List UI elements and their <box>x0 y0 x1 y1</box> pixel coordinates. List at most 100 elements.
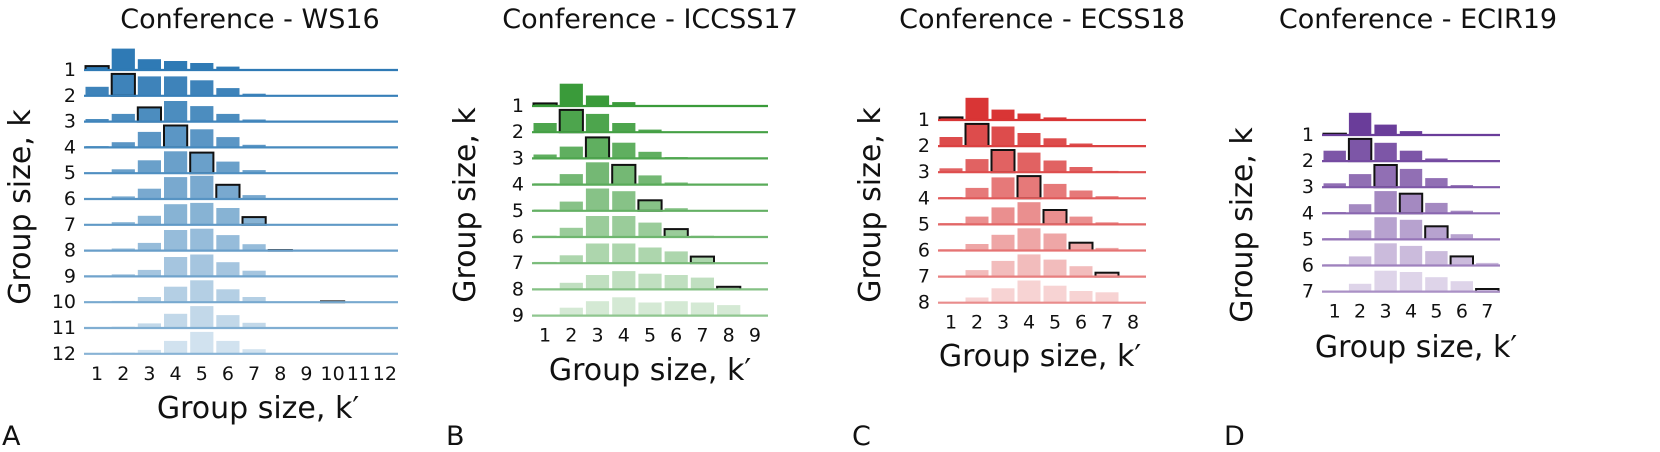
bar <box>164 230 188 251</box>
bar <box>164 177 188 199</box>
bar <box>1043 233 1067 251</box>
bar <box>1374 243 1397 266</box>
bar <box>612 216 636 237</box>
bar <box>137 76 161 96</box>
bar <box>612 102 636 106</box>
bar <box>991 234 1015 251</box>
bar-diagonal <box>637 199 663 212</box>
bar <box>1348 283 1372 292</box>
bar-diagonal <box>215 183 241 201</box>
bar <box>638 302 662 316</box>
bar-diagonal <box>663 228 689 239</box>
bar <box>137 323 161 328</box>
bar <box>1323 183 1346 188</box>
bar <box>242 144 266 148</box>
bar <box>1095 247 1119 251</box>
y-tick-label: 7 <box>512 252 524 274</box>
bar <box>1425 202 1448 214</box>
bar <box>216 289 240 303</box>
bar <box>242 297 266 303</box>
bar <box>164 340 188 354</box>
bar <box>85 119 109 122</box>
panel-title: Conference - WS16 <box>120 4 379 35</box>
x-tick-label: 1 <box>945 312 957 334</box>
bar-diagonal <box>1449 255 1474 267</box>
x-tick-label: 4 <box>1405 301 1417 323</box>
bar <box>190 106 214 122</box>
bar <box>85 86 109 96</box>
bar <box>585 243 610 264</box>
bar <box>216 137 240 148</box>
bar <box>1069 291 1093 303</box>
y-axis-label: Group size, k <box>1225 127 1260 323</box>
bar <box>190 175 214 199</box>
bar <box>242 244 266 251</box>
x-tick-label: 6 <box>1456 301 1468 323</box>
bar <box>939 168 963 173</box>
bar-diagonal <box>584 136 611 160</box>
bar <box>664 251 688 264</box>
bar <box>216 66 240 70</box>
x-tick-label: 6 <box>670 325 682 347</box>
bar <box>717 305 741 316</box>
bar <box>1348 174 1372 188</box>
y-tick-label: 2 <box>64 85 76 107</box>
x-tick-label: 8 <box>1127 312 1139 334</box>
bar <box>1017 254 1041 277</box>
x-tick-label: 5 <box>1049 312 1061 334</box>
bar <box>1043 259 1067 277</box>
bar <box>559 146 583 159</box>
bar <box>965 297 989 303</box>
bar <box>1374 142 1397 162</box>
x-axis-label: Group size, k′ <box>1315 330 1517 365</box>
bar <box>965 159 989 173</box>
x-tick-label: 11 <box>347 363 371 385</box>
y-tick-label: 6 <box>1302 255 1314 277</box>
bar <box>638 247 662 264</box>
bar <box>965 187 989 199</box>
bar <box>164 151 188 174</box>
bar <box>612 243 636 264</box>
bar <box>559 83 583 106</box>
x-tick-label: 7 <box>696 325 708 347</box>
bar <box>1069 143 1093 147</box>
panel-a: Conference - WS16 A Group size, k′ Group… <box>2 4 398 452</box>
bar <box>164 204 188 225</box>
x-tick-label: 8 <box>723 325 735 347</box>
panel-c: Conference - ECSS18 C Group size, k′ Gro… <box>852 4 1185 452</box>
bar <box>1069 216 1093 225</box>
bar <box>164 313 188 328</box>
bar <box>216 262 240 277</box>
bar <box>1348 230 1372 240</box>
bar <box>1348 256 1372 266</box>
bar <box>533 123 557 133</box>
bar-diagonal <box>964 122 990 148</box>
y-tick-label: 7 <box>1302 281 1314 303</box>
bar <box>559 201 583 211</box>
bar <box>111 196 135 199</box>
bar <box>559 174 583 185</box>
bar <box>1399 219 1423 240</box>
bar <box>1348 204 1372 214</box>
bar <box>190 254 214 277</box>
bar <box>612 271 636 290</box>
y-axis-label: Group size, k <box>448 107 483 303</box>
bar <box>612 297 636 316</box>
bar <box>585 216 610 237</box>
bar <box>1374 124 1397 135</box>
bar <box>533 154 557 159</box>
bar <box>585 188 610 211</box>
bar <box>137 297 161 303</box>
bar <box>559 227 583 237</box>
y-tick-label: 3 <box>64 111 76 133</box>
y-tick-label: 4 <box>64 136 76 158</box>
y-tick-label: 6 <box>512 226 524 248</box>
bar <box>1450 234 1473 240</box>
bar <box>559 255 583 264</box>
bar <box>137 160 161 174</box>
bar <box>1323 150 1346 162</box>
bar <box>1017 133 1041 147</box>
